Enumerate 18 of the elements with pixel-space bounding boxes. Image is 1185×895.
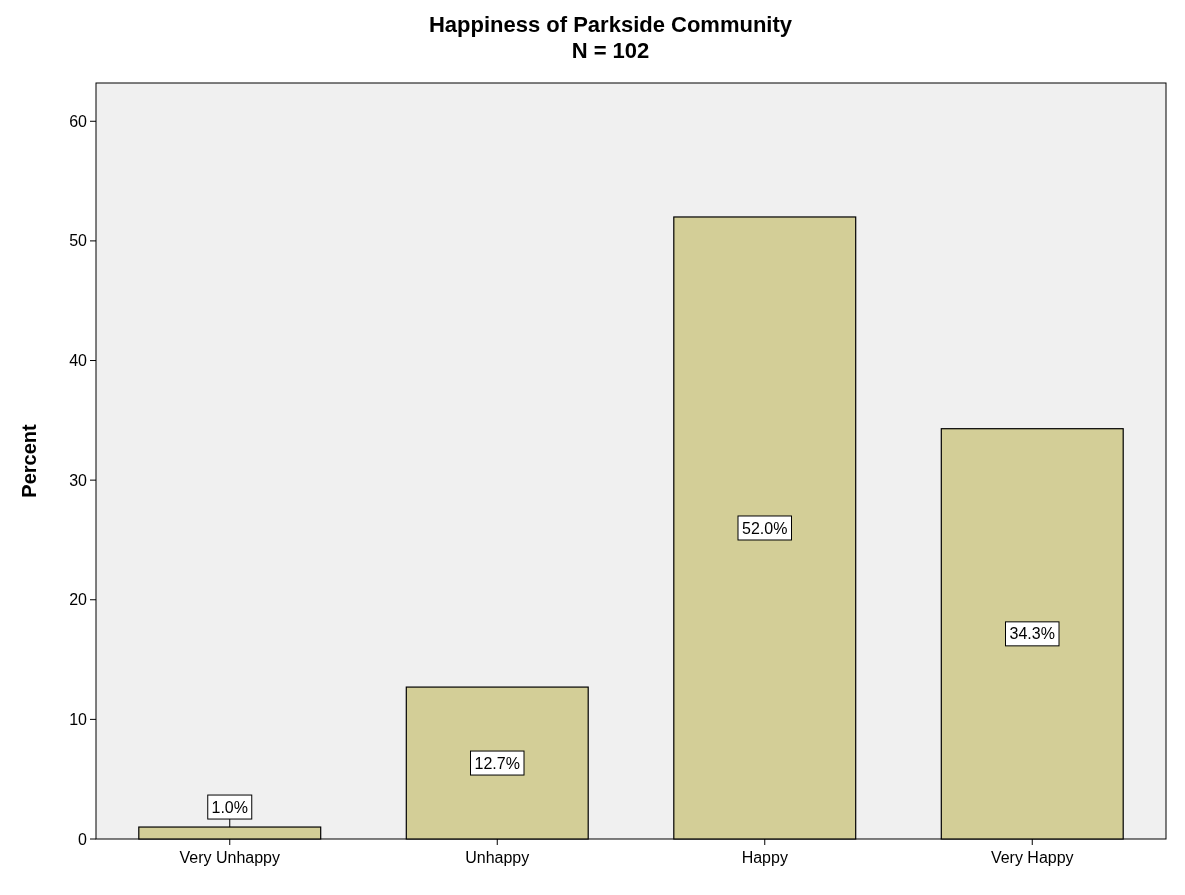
data-label: 12.7% <box>474 754 520 772</box>
chart-subtitle: N = 102 <box>571 38 650 63</box>
data-label: 1.0% <box>211 798 248 816</box>
y-tick-label: 0 <box>78 830 88 848</box>
y-tick-label: 10 <box>69 710 88 728</box>
x-tick-label: Very Happy <box>990 849 1074 866</box>
data-label: 34.3% <box>1009 625 1055 643</box>
y-tick-label: 30 <box>69 471 88 489</box>
chart-title: Happiness of Parkside Community <box>428 12 793 37</box>
y-tick-label: 50 <box>69 232 88 250</box>
y-tick-label: 40 <box>69 352 88 370</box>
x-tick-label: Happy <box>741 849 788 866</box>
y-tick-label: 60 <box>69 112 88 130</box>
x-tick-label: Unhappy <box>465 849 530 866</box>
x-tick-label: Very Unhappy <box>179 849 281 866</box>
y-axis-title: Percent <box>18 423 40 498</box>
data-label: 52.0% <box>742 519 788 537</box>
y-tick-label: 20 <box>69 591 88 609</box>
